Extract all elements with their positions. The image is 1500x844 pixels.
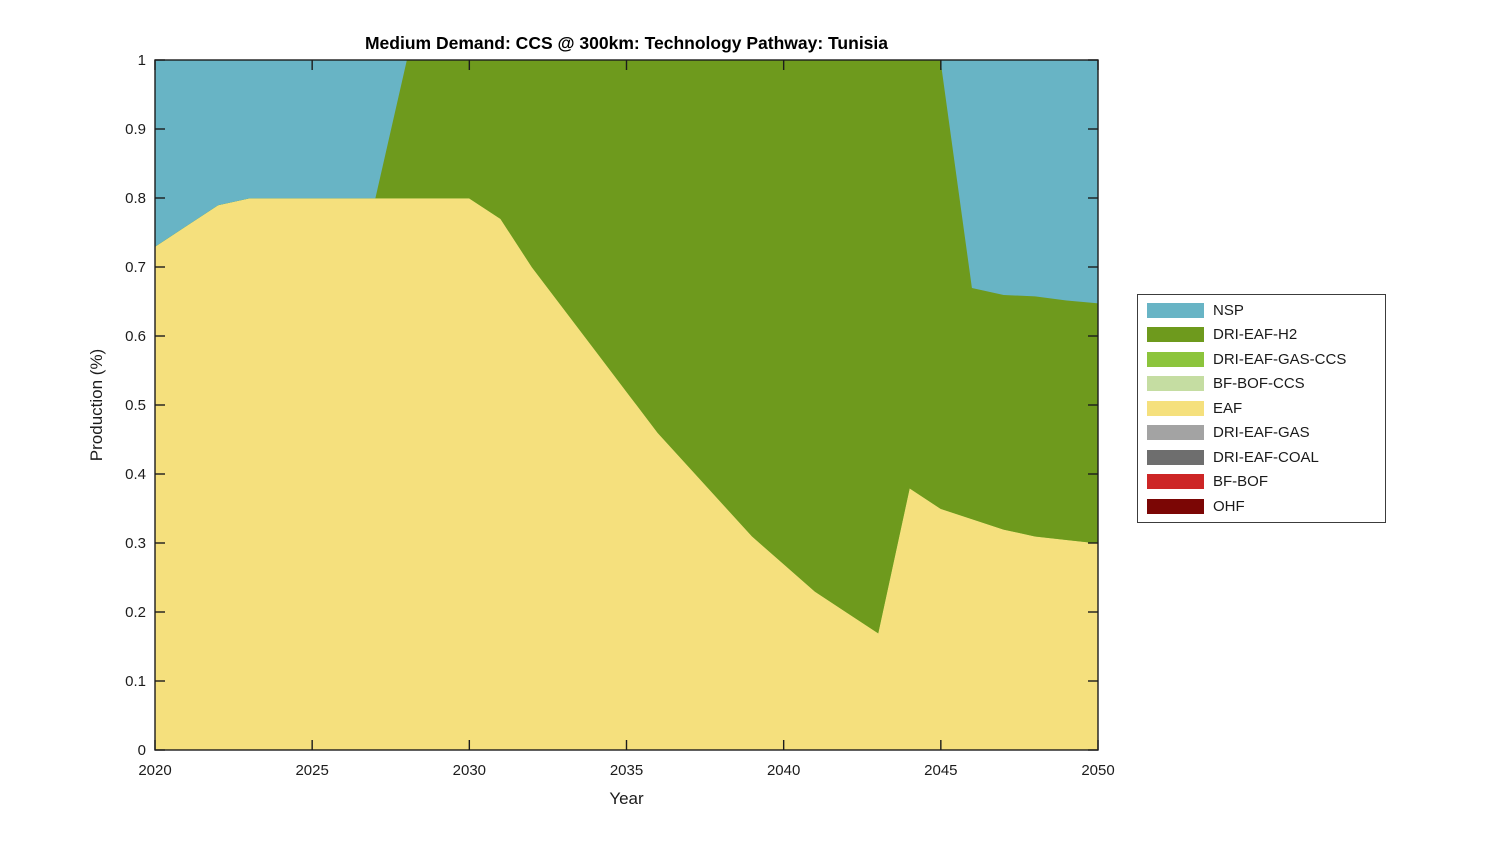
legend-swatch-dri-eaf-h2	[1147, 327, 1204, 343]
legend-label: BF-BOF-CCS	[1213, 375, 1305, 393]
y-tick-label: 0.9	[125, 121, 146, 138]
legend-label: BF-BOF	[1213, 473, 1268, 491]
legend-label: DRI-EAF-COAL	[1213, 448, 1319, 466]
y-tick-label: 0.7	[125, 259, 146, 276]
legend-swatch-bf-bof	[1147, 474, 1204, 490]
legend-item-dri-eaf-gas-ccs: DRI-EAF-GAS-CCS	[1138, 347, 1385, 372]
y-tick-label: 0	[138, 742, 146, 759]
legend-label: DRI-EAF-H2	[1213, 326, 1298, 344]
legend-item-dri-eaf-h2: DRI-EAF-H2	[1138, 323, 1385, 348]
legend-label: DRI-EAF-GAS-CCS	[1213, 350, 1347, 368]
legend-swatch-dri-eaf-gas-ccs	[1147, 351, 1204, 367]
chart-title: Medium Demand: CCS @ 300km: Technology P…	[364, 33, 889, 53]
legend-item-nsp: NSP	[1138, 298, 1385, 323]
x-tick-label: 2035	[610, 762, 643, 779]
y-tick-label: 0.8	[125, 190, 146, 207]
x-tick-label: 2030	[453, 762, 486, 779]
y-tick-label: 1	[138, 52, 146, 69]
legend-swatch-dri-eaf-gas	[1147, 425, 1204, 441]
legend-swatch-ohf	[1147, 498, 1204, 514]
y-tick-label: 0.2	[125, 604, 146, 621]
legend-item-eaf: EAF	[1138, 396, 1385, 421]
y-tick-label: 0.3	[125, 535, 146, 552]
legend-item-bf-bof-ccs: BF-BOF-CCS	[1138, 372, 1385, 397]
legend-item-dri-eaf-gas: DRI-EAF-GAS	[1138, 421, 1385, 446]
x-axis-label: Year	[609, 789, 644, 808]
x-tick-label: 2050	[1081, 762, 1114, 779]
y-axis-label: Production (%)	[87, 348, 106, 462]
legend-label: OHF	[1213, 497, 1245, 515]
legend-label: DRI-EAF-GAS	[1213, 424, 1310, 442]
legend-swatch-dri-eaf-coal	[1147, 449, 1204, 465]
y-tick-label: 0.6	[125, 328, 146, 345]
y-tick-label: 0.4	[125, 466, 146, 483]
y-tick-label: 0.1	[125, 673, 146, 690]
legend-label: NSP	[1213, 301, 1244, 319]
legend-item-dri-eaf-coal: DRI-EAF-COAL	[1138, 445, 1385, 470]
legend-swatch-nsp	[1147, 302, 1204, 318]
x-tick-label: 2045	[924, 762, 957, 779]
legend-item-bf-bof: BF-BOF	[1138, 470, 1385, 495]
legend-item-ohf: OHF	[1138, 494, 1385, 519]
legend-swatch-bf-bof-ccs	[1147, 376, 1204, 392]
y-tick-label: 0.5	[125, 397, 146, 414]
x-tick-label: 2020	[138, 762, 171, 779]
legend-label: EAF	[1213, 399, 1243, 417]
legend-swatch-eaf	[1147, 400, 1204, 416]
x-tick-label: 2040	[767, 762, 800, 779]
x-tick-label: 2025	[295, 762, 328, 779]
legend: NSP DRI-EAF-H2 DRI-EAF-GAS-CCS BF-BOF-CCS EA…	[1137, 294, 1386, 523]
legend-rows: NSP DRI-EAF-H2 DRI-EAF-GAS-CCS BF-BOF-CCS EA…	[1138, 298, 1385, 519]
